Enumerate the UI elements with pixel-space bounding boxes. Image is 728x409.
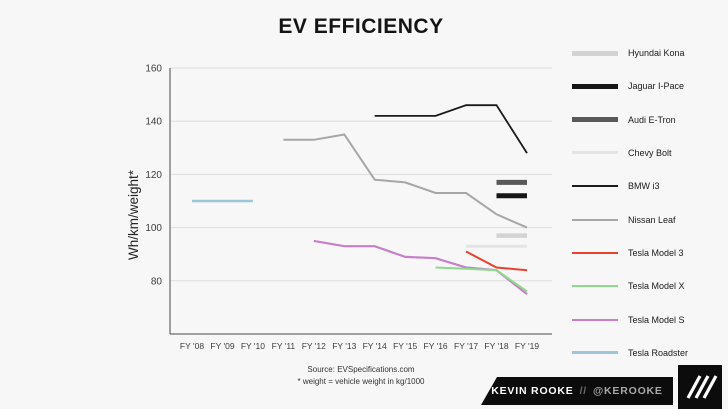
legend-swatch-tesla-model-3 (572, 251, 618, 254)
legend-label: Audi E-Tron (628, 114, 676, 125)
legend-item-tesla-roadster: Tesla Roadster (572, 348, 726, 358)
x-tick-label-10: FY '18 (484, 341, 508, 351)
legend-swatch-jaguar-i-pace (572, 83, 618, 89)
legend-label: Tesla Model X (628, 281, 685, 292)
legend-item-tesla-model-s: Tesla Model S (572, 315, 726, 325)
kevin-rooke-logo (678, 365, 722, 409)
legend: Hyundai Kona Jaguar I-Pace Audi E-Tron Chev… (572, 48, 726, 358)
weight-note: * weight = vehicle weight in kg/1000 (297, 377, 425, 387)
footer: Source: EVSpecifications.com * weight = … (170, 364, 552, 389)
source-note: Source: EVSpecifications.com (307, 365, 415, 374)
legend-swatch-tesla-model-s (572, 318, 618, 321)
x-tick-label-1: FY '09 (210, 341, 234, 351)
legend-swatch-bmw-i3 (572, 185, 618, 188)
logo-graphic (678, 365, 722, 409)
author-name: KEVIN ROOKE (491, 385, 574, 397)
legend-label: Tesla Model 3 (628, 247, 684, 258)
series-line-tesla-model-x (435, 266, 528, 293)
twitter-handle: @KEROOKE (593, 385, 663, 397)
series-line-tesla-model-3 (465, 250, 528, 272)
branding-bar: KEVIN ROOKE // @KEROOKE (481, 377, 673, 405)
x-tick-label-5: FY '13 (332, 341, 356, 351)
legend-swatch-audi-e-tron (572, 117, 618, 123)
x-tick-label-0: FY '08 (180, 341, 204, 351)
y-tick-label-140: 140 (145, 117, 162, 128)
legend-swatch-tesla-roadster (572, 351, 618, 355)
legend-item-jaguar-i-pace: Jaguar I-Pace (572, 81, 726, 91)
chart-title: EV EFFICIENCY (278, 15, 444, 38)
y-tick-label-120: 120 (145, 170, 162, 181)
legend-item-tesla-model-x: Tesla Model X (572, 281, 726, 291)
series-line-bmw-i3 (374, 104, 528, 154)
legend-swatch-tesla-model-x (572, 285, 618, 288)
legend-label: Hyundai Kona (628, 48, 685, 58)
y-tick-label-80: 80 (151, 276, 163, 287)
legend-item-hyundai-kona: Hyundai Kona (572, 48, 726, 58)
series-line-nissan-leaf (283, 133, 528, 229)
legend-swatch-hyundai-kona (572, 50, 618, 56)
legend-label: Nissan Leaf (628, 214, 676, 225)
legend-item-nissan-leaf: Nissan Leaf (572, 215, 726, 225)
x-tick-label-8: FY '16 (424, 341, 448, 351)
legend-item-bmw-i3: BMW i3 (572, 181, 726, 191)
x-tick-label-7: FY '15 (393, 341, 417, 351)
legend-item-tesla-model-3: Tesla Model 3 (572, 248, 726, 258)
legend-label: Tesla Roadster (628, 347, 689, 358)
y-tick-label-100: 100 (145, 223, 162, 234)
x-tick-label-2: FY '10 (241, 341, 265, 351)
legend-label: Jaguar I-Pace (628, 81, 685, 92)
x-tick-label-3: FY '11 (272, 341, 296, 351)
branding-separator: // (579, 385, 587, 397)
legend-item-chevy-bolt: Chevy Bolt (572, 148, 726, 158)
legend-swatch-nissan-leaf (572, 218, 618, 221)
legend-label: Chevy Bolt (628, 147, 672, 158)
x-tick-label-11: FY '19 (515, 341, 539, 351)
legend-item-audi-e-tron: Audi E-Tron (572, 115, 726, 125)
legend-label: Tesla Model S (628, 314, 685, 325)
x-tick-label-9: FY '17 (454, 341, 478, 351)
x-tick-label-4: FY '12 (302, 341, 326, 351)
legend-swatch-chevy-bolt (572, 151, 618, 155)
legend-label: BMW i3 (628, 181, 660, 192)
y-tick-label-160: 160 (145, 64, 162, 75)
x-tick-label-6: FY '14 (363, 341, 387, 351)
